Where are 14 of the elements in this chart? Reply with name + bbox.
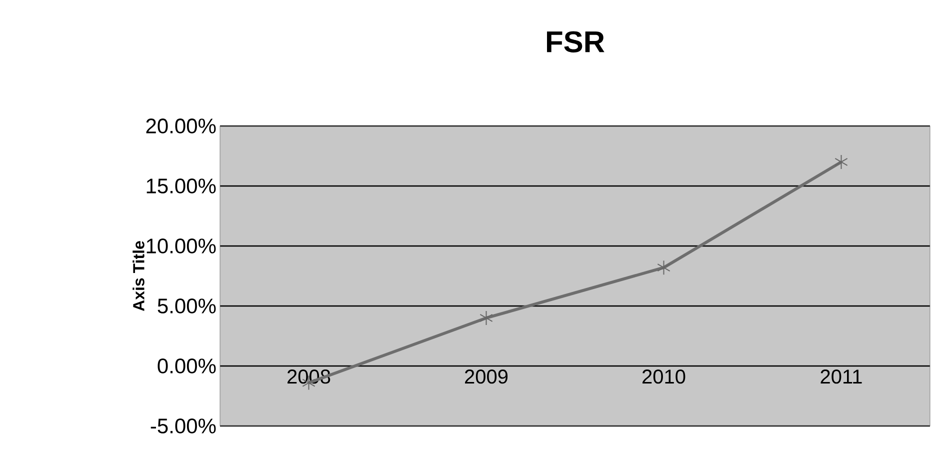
point (480, 310, 493, 326)
y-tick-label: -5.00% (150, 418, 216, 434)
y-tick-label: 0.00% (158, 358, 216, 374)
x-tick-label: 2011 (820, 370, 862, 384)
point (657, 260, 670, 276)
y-tick-label: 20.00% (146, 118, 216, 134)
x-tick-label: 2009 (465, 370, 508, 384)
chart-title: FSR (547, 31, 604, 52)
x-tick-label: 2010 (642, 370, 686, 384)
y-axis-title: Axis Title (132, 241, 144, 312)
y-tick-label: 10.00% (146, 238, 216, 254)
y-tick-label: 5.00% (158, 298, 216, 314)
y-tick-label: 15.00% (146, 178, 216, 194)
point (834, 154, 848, 170)
